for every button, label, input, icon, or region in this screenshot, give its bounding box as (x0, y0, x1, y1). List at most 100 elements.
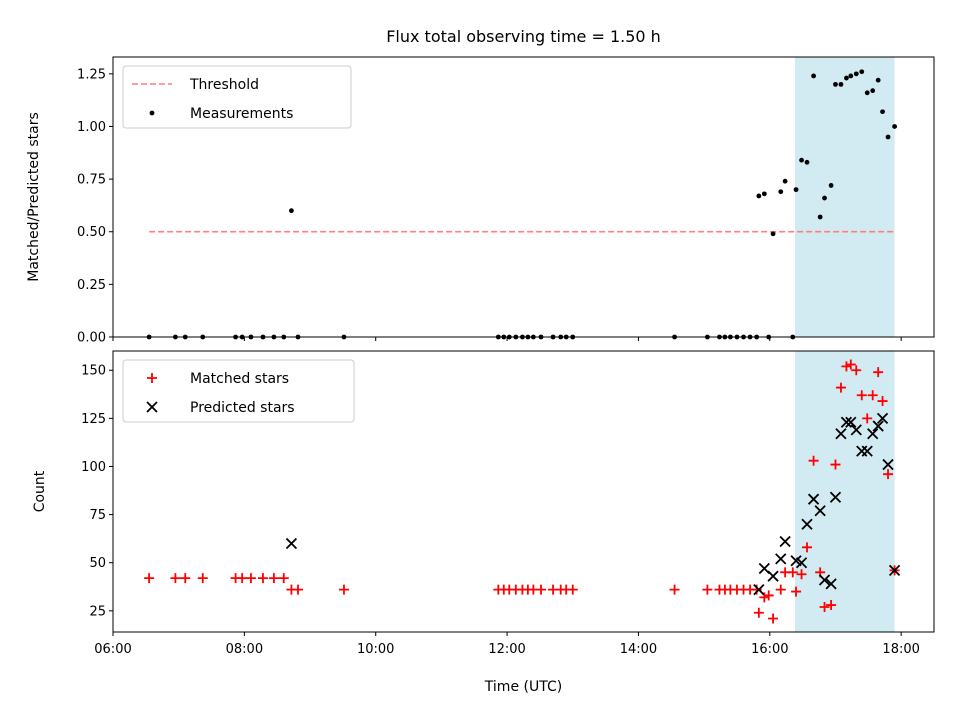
predicted-point (814, 505, 826, 517)
y-tick-label: 150 (81, 364, 106, 379)
legend-matched-swatch (147, 373, 157, 383)
legend-measurement-swatch (149, 110, 155, 116)
measurement-point (859, 69, 865, 75)
measurement-point (828, 183, 834, 188)
matched-point (830, 459, 841, 470)
y-tick-label: 0.50 (77, 225, 106, 240)
matched-point (237, 573, 248, 584)
measurement-point (799, 157, 804, 163)
measurement-point (853, 71, 859, 77)
matched-point (796, 569, 807, 580)
matched-point (791, 586, 802, 597)
predicted-point (825, 578, 837, 590)
legend-box (122, 359, 355, 423)
predicted-point (807, 493, 820, 505)
predicted-point (767, 570, 779, 582)
x-tick-label: 12:00 (488, 642, 525, 657)
y-tick-label: 125 (81, 412, 106, 427)
matched-point (268, 573, 279, 584)
measurement-point (870, 88, 876, 94)
x-tick-label: 10:00 (357, 642, 394, 657)
series-matched-stars (144, 359, 900, 624)
measurement-point (778, 189, 784, 195)
legend-predicted-swatch (146, 401, 158, 413)
matched-point (787, 567, 798, 578)
y-axis-label: Count (32, 470, 48, 512)
matched-point (144, 573, 155, 584)
matched-point (841, 361, 852, 372)
predicted-point (867, 428, 879, 440)
measurement-point (289, 208, 294, 214)
predicted-point (801, 518, 813, 530)
y-tick-label: 50 (89, 556, 106, 571)
x-tick-label: 08:00 (226, 642, 263, 657)
measurement-point (838, 81, 844, 87)
predicted-point (829, 491, 842, 503)
series-predicted-stars (285, 412, 901, 596)
x-tick-label: 06:00 (94, 642, 131, 657)
matched-point (338, 584, 349, 595)
x-tick-label: 18:00 (882, 642, 919, 657)
predicted-point (882, 458, 894, 471)
measurement-point (817, 214, 823, 220)
predicted-point (753, 584, 765, 596)
measurement-point (848, 73, 854, 79)
measurement-point (880, 109, 885, 115)
measurement-point (822, 195, 827, 201)
top-panel: 0.00 0.25 0.50 0.75 1.00 1.25 Matched/Predicte… (26, 56, 935, 346)
predicted-point (840, 416, 853, 428)
measurement-point (811, 73, 816, 79)
measurement-point (864, 90, 870, 96)
matched-point (536, 584, 547, 595)
predicted-point (779, 535, 791, 548)
y-tick-label: 0.75 (77, 173, 106, 188)
matched-point (245, 573, 256, 584)
measurement-point (844, 75, 849, 81)
chart-title: Flux total observing time = 1.50 h (386, 27, 661, 46)
axes-frame (112, 350, 935, 633)
matched-point (802, 542, 813, 553)
matched-point (751, 584, 762, 595)
legend-label: Threshold (189, 77, 259, 93)
axes-frame (112, 56, 935, 338)
predicted-point (861, 445, 873, 457)
matched-point (826, 600, 837, 611)
matched-point (867, 390, 878, 401)
legend: Threshold Measurements (122, 65, 352, 129)
predicted-point (818, 574, 831, 586)
legend: Matched stars Predicted stars (122, 359, 355, 423)
matched-point (257, 573, 268, 584)
measurement-point (793, 187, 799, 193)
y-tick-label: 25 (89, 604, 106, 619)
y-tick-label: 100 (81, 460, 106, 475)
y-tick-label: 1.25 (77, 67, 106, 82)
matched-point (808, 455, 819, 466)
legend-label: Matched stars (190, 371, 289, 387)
matched-point (567, 584, 578, 595)
legend-box (122, 65, 352, 129)
predicted-point (888, 564, 901, 577)
predicted-point (845, 416, 857, 428)
matched-point (845, 359, 856, 370)
measurement-point (761, 191, 767, 197)
y-tick-label: 0.00 (77, 331, 106, 346)
matched-point (877, 396, 888, 407)
matched-point (292, 584, 303, 595)
measurement-point (885, 134, 891, 140)
matched-point (180, 573, 191, 584)
matched-point (197, 573, 208, 584)
matched-point (835, 382, 846, 393)
matched-point (669, 584, 680, 595)
y-tick-label: 75 (89, 508, 106, 523)
measurement-point (782, 178, 788, 184)
legend-label: Predicted stars (190, 400, 295, 416)
matched-point (883, 469, 894, 480)
predicted-point (850, 424, 862, 436)
matched-point (775, 584, 786, 595)
matched-point (702, 584, 713, 595)
matched-point (768, 613, 779, 624)
observing-span (794, 57, 895, 337)
bottom-panel: 25 50 75 100 125 150 06:00 08:00 10:00 12:00 14:00… (32, 350, 935, 695)
matched-point (862, 413, 873, 424)
